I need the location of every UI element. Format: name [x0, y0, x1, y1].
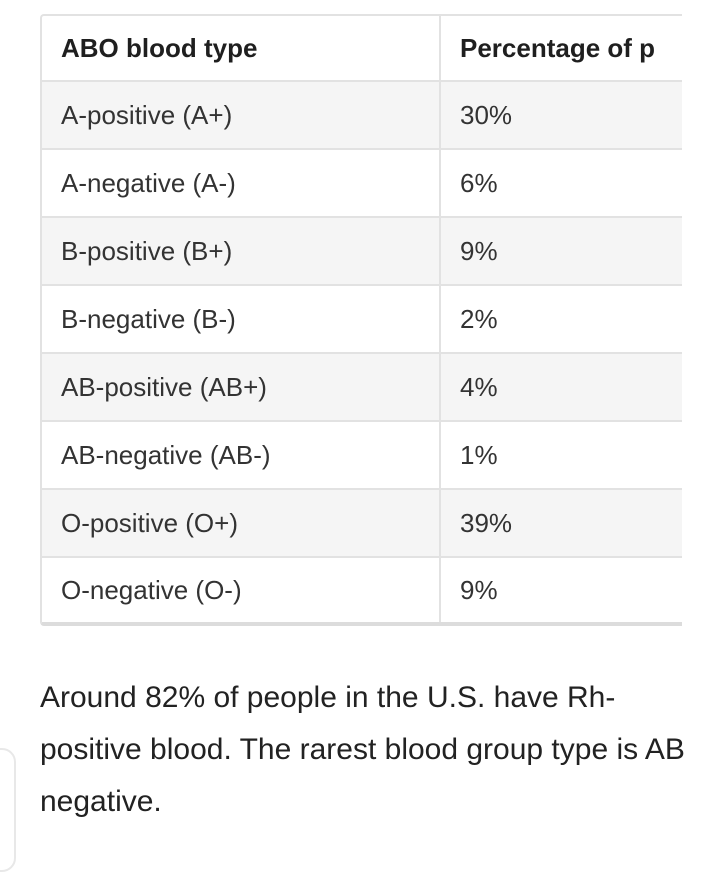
blood-type-table: ABO blood type Percentage of p A-positiv… — [40, 14, 682, 626]
blood-type-cell: B-negative (B-) — [42, 285, 441, 354]
blood-type-cell: AB-positive (AB+) — [42, 353, 441, 422]
table-row: AB-positive (AB+) 4% — [42, 353, 682, 422]
header-percentage: Percentage of p — [440, 16, 682, 82]
body-paragraph: Around 82% of people in the U.S. have Rh… — [40, 681, 685, 818]
table-header-row: ABO blood type Percentage of p — [42, 16, 682, 82]
percentage-cell: 1% — [440, 421, 682, 490]
blood-type-cell: O-negative (O-) — [42, 557, 441, 622]
table-row: B-positive (B+) 9% — [42, 217, 682, 286]
blood-type-cell: O-positive (O+) — [42, 489, 441, 558]
table-row: A-positive (A+) 30% — [42, 81, 682, 150]
table-row: A-negative (A-) 6% — [42, 149, 682, 218]
blood-type-cell: A-positive (A+) — [42, 81, 441, 150]
percentage-cell: 2% — [440, 285, 682, 354]
table-row: O-positive (O+) 39% — [42, 489, 682, 558]
table-row: O-negative (O-) 9% — [42, 557, 682, 622]
percentage-cell: 9% — [440, 217, 682, 286]
blood-type-cell: B-positive (B+) — [42, 217, 441, 286]
percentage-cell: 6% — [440, 149, 682, 218]
blood-type-cell: AB-negative (AB-) — [42, 421, 441, 490]
percentage-cell: 4% — [440, 353, 682, 422]
percentage-cell: 30% — [440, 81, 682, 150]
blood-type-cell: A-negative (A-) — [42, 149, 441, 218]
percentage-cell: 39% — [440, 489, 682, 558]
percentage-cell: 9% — [460, 574, 498, 605]
header-blood-type: ABO blood type — [42, 16, 441, 82]
table-row: AB-negative (AB-) 1% — [42, 421, 682, 490]
table-row: B-negative (B-) 2% — [42, 285, 682, 354]
side-card-edge — [0, 748, 16, 872]
